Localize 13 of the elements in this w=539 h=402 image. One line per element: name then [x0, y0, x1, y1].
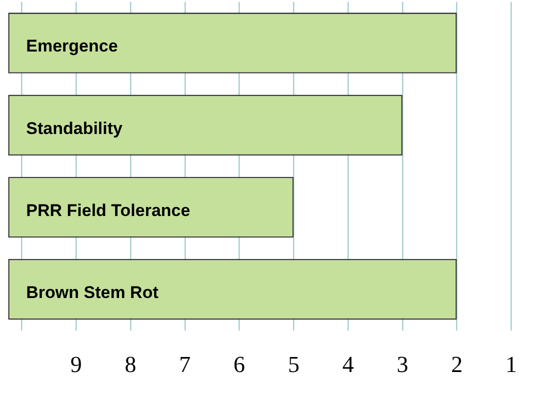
x-tick-label: 8	[124, 352, 136, 378]
y-tick-label: Emergence	[26, 36, 118, 56]
y-tick-label: Standability	[26, 118, 124, 138]
x-tick-label: 5	[288, 352, 300, 378]
x-tick-label: 1	[506, 352, 517, 378]
x-tick-label: 9	[70, 352, 82, 378]
x-tick-label: 2	[451, 352, 463, 378]
x-tick-label: 4	[342, 352, 354, 378]
y-tick-label: Brown Stem Rot	[26, 283, 159, 302]
x-tick-label: 6	[234, 352, 246, 378]
x-tick-label: 7	[179, 352, 191, 378]
x-tick-label: 3	[396, 352, 408, 378]
y-tick-label: PRR Field Tolerance	[26, 200, 190, 220]
